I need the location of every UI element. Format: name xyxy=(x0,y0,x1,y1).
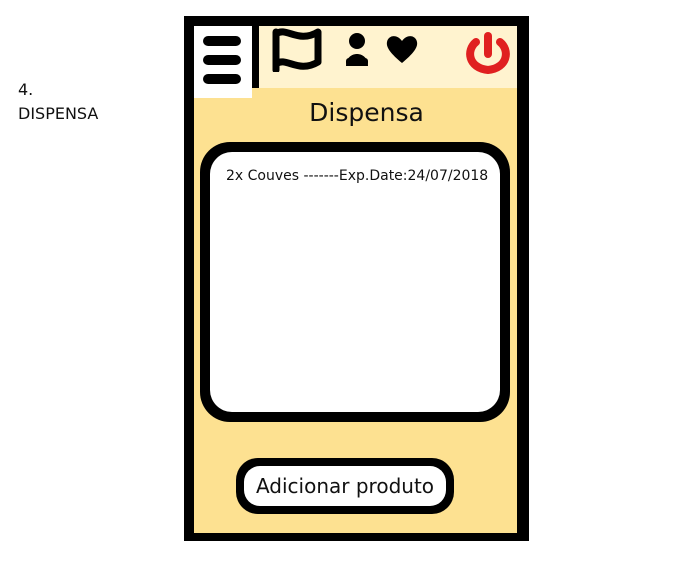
pantry-list-card: 2x Couves -------Exp.Date:24/07/2018 xyxy=(200,142,510,422)
menu-button[interactable] xyxy=(194,26,252,91)
menu-icon xyxy=(203,36,241,84)
list-item[interactable]: 2x Couves -------Exp.Date:24/07/2018 xyxy=(226,168,489,184)
flag-icon[interactable] xyxy=(270,28,326,76)
person-icon[interactable] xyxy=(344,32,370,72)
pantry-list[interactable]: 2x Couves -------Exp.Date:24/07/2018 xyxy=(210,152,500,412)
screen-caption: 4. DISPENSA xyxy=(18,78,98,126)
power-icon[interactable] xyxy=(462,32,514,78)
heart-icon[interactable] xyxy=(386,34,418,68)
screen-name: DISPENSA xyxy=(18,104,99,123)
phone-frame: Dispensa 2x Couves -------Exp.Date:24/07… xyxy=(184,16,529,541)
add-product-button[interactable]: Adicionar produto xyxy=(236,458,454,514)
screen-number: 4. xyxy=(18,80,34,99)
menu-notch xyxy=(194,88,252,98)
add-product-label: Adicionar produto xyxy=(244,466,446,506)
page-title: Dispensa xyxy=(309,98,424,127)
